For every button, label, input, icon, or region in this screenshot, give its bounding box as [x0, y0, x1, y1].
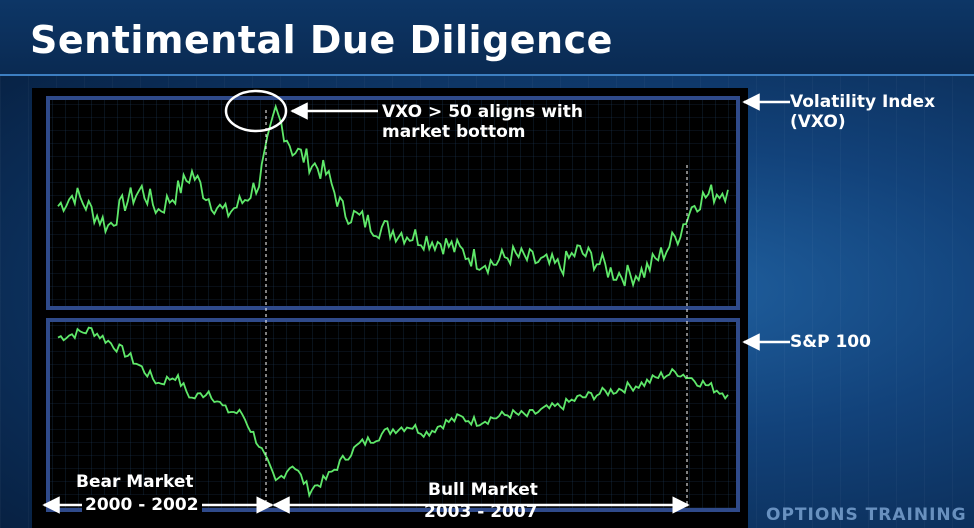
title-bar: Sentimental Due Diligence	[0, 0, 974, 76]
vix-label-line1: Volatility Index	[790, 92, 936, 112]
page-title: Sentimental Due Diligence	[30, 18, 613, 62]
bear-market-label-1: Bear Market	[76, 472, 194, 492]
vxo-annotation: VXO > 50 aligns with market bottom	[382, 102, 583, 142]
sp100-panel	[46, 318, 740, 512]
vix-label-line2: (VXO)	[790, 112, 846, 132]
vxo-panel	[46, 96, 740, 310]
bull-market-label-1: Bull Market	[428, 480, 538, 500]
brand-watermark: OPTIONS TRAINING	[766, 505, 967, 525]
sp100-series-line	[57, 326, 729, 499]
vxo-annotation-line2: market bottom	[382, 122, 526, 142]
peak-highlight-circle	[224, 89, 288, 133]
vxo-series-line	[57, 103, 729, 289]
bear-market-label-2: 2000 - 2002	[82, 495, 202, 515]
bull-market-label-2: 2003 - 2007	[424, 502, 538, 522]
sp-label: S&P 100	[790, 332, 871, 352]
vxo-annotation-line1: VXO > 50 aligns with	[382, 102, 583, 122]
vix-label: Volatility Index (VXO)	[790, 92, 935, 132]
